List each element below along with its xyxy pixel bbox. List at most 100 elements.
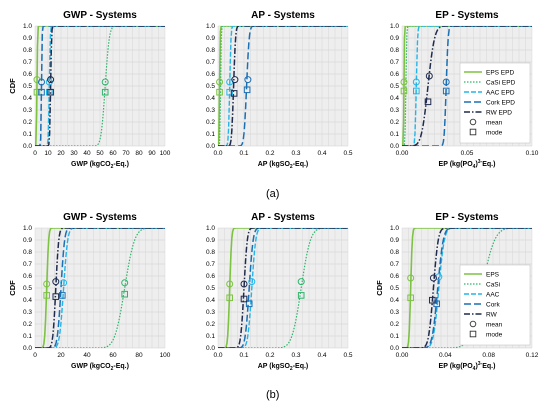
y-tick-label: 0.4: [390, 95, 399, 102]
mode-marker-cork: [243, 86, 251, 94]
mean-marker-rw: [47, 76, 55, 84]
x-axis-label: AP (kgSO2-Eq.): [258, 161, 309, 170]
legend-label-eps: EPS: [486, 272, 500, 279]
caption-a: (a): [266, 188, 280, 200]
y-tick-label: 0.0: [390, 345, 399, 352]
y-tick-label: 0.9: [23, 35, 32, 42]
x-tick-label: 0.00: [396, 352, 409, 359]
mean-marker-cork: [244, 76, 252, 84]
mean-marker-casi: [101, 78, 109, 86]
x-tick-label: 40: [83, 352, 91, 359]
y-tick-label: 0.2: [206, 119, 215, 126]
y-tick-label: 1.0: [23, 23, 32, 30]
y-tick-label: 0.3: [23, 107, 32, 114]
series-line-rw: [218, 228, 348, 348]
legend-mean-marker: [469, 118, 477, 126]
y-tick-label: 0.2: [206, 321, 215, 328]
chart-panel-3: EP - Systems 0.0 0.1 0.2 0.3 0.4 0.5 0.6 0.7 0.8 0…: [390, 10, 539, 157]
x-axis-label: GWP (kgCO2-Eq.): [71, 363, 129, 372]
x-tick-label: 0.1: [239, 352, 248, 359]
caption-b: (b): [266, 389, 280, 401]
y-tick-label: 0.1: [206, 131, 215, 138]
chart-title: AP - Systems: [251, 10, 315, 21]
mean-marker-eps: [407, 274, 415, 282]
y-tick-label: 0.2: [390, 119, 399, 126]
y-tick-label: 0.2: [23, 119, 32, 126]
mode-marker-eps: [216, 88, 223, 96]
mean-marker-eps: [400, 78, 408, 86]
legend-label-cork: Cork EPD: [486, 100, 515, 107]
y-tick-label: 0.9: [390, 237, 399, 244]
x-tick-label: 0.00: [396, 150, 409, 157]
y-tick-label: 0.0: [23, 345, 32, 352]
series-line-cork: [35, 228, 165, 348]
y-tick-label: 0.1: [206, 333, 215, 340]
x-axis-label: GWP (kgCO2-Eq.): [71, 161, 129, 170]
chart-title: EP - Systems: [435, 10, 499, 21]
legend-label-rw: RW EPD: [486, 110, 512, 117]
mean-marker-casi: [121, 279, 129, 287]
x-tick-label: 30: [70, 150, 78, 157]
y-tick-label: 0.8: [390, 249, 399, 256]
mode-marker-rw: [230, 90, 238, 97]
mode-marker-rw: [47, 88, 54, 96]
mean-marker-rw: [231, 76, 239, 84]
x-tick-label: 0.0: [213, 150, 222, 157]
mode-marker-rw: [429, 296, 436, 304]
mean-marker-aac: [248, 278, 256, 286]
mean-marker-rw: [240, 280, 248, 288]
mode-marker-cork: [59, 292, 66, 299]
series-line-rw: [35, 228, 165, 348]
y-tick-label: 0.3: [206, 309, 215, 316]
x-tick-label: 100: [160, 352, 171, 359]
legend-label-cork: Cork: [486, 302, 500, 309]
y-axis-label: CDF: [375, 280, 384, 296]
x-tick-label: 70: [122, 150, 130, 157]
mode-marker-cork: [442, 87, 450, 95]
chart-panel-4: GWP - Systems 0.0 0.1 0.2 0.3 0.4 0.5 0.6 0.7 0.8…: [8, 212, 171, 359]
x-tick-label: 90: [148, 150, 156, 157]
y-tick-label: 0.6: [23, 71, 32, 78]
mean-marker-cork: [38, 78, 45, 86]
chart-panel-6: EP - Systems 0.0 0.1 0.2 0.3 0.4 0.5 0.6 0.7 0.8 0…: [375, 212, 539, 359]
x-axis-label: EP (kg(PO4)3-Eq.): [439, 361, 496, 372]
x-tick-label: 0.3: [291, 352, 300, 359]
y-tick-label: 0.8: [390, 47, 399, 54]
y-axis-label: CDF: [8, 78, 17, 94]
x-tick-label: 50: [96, 150, 104, 157]
x-tick-label: 0.0: [213, 352, 222, 359]
y-tick-label: 0.2: [390, 321, 399, 328]
y-tick-label: 0.1: [390, 131, 399, 138]
y-tick-label: 0.0: [23, 143, 32, 150]
x-tick-label: 40: [83, 150, 91, 157]
mean-marker-eps: [216, 78, 224, 86]
x-tick-label: 0.08: [482, 352, 495, 359]
x-axis-label: AP (kgSO2-Eq.): [258, 363, 309, 372]
legend: EPS CaSi AAC Cork RW mean mode: [459, 264, 531, 346]
y-tick-label: 0.5: [390, 285, 399, 292]
series-line-cork: [218, 228, 348, 348]
y-tick-label: 0.1: [390, 333, 399, 340]
y-tick-label: 0.2: [23, 321, 32, 328]
legend-mode-marker: [469, 330, 477, 338]
x-tick-label: 0.3: [291, 150, 300, 157]
y-tick-label: 0.9: [390, 35, 399, 42]
chart-title: EP - Systems: [435, 212, 499, 223]
mode-marker-cork: [433, 300, 440, 308]
x-tick-label: 0.5: [343, 352, 352, 359]
y-tick-label: 0.7: [23, 59, 32, 66]
y-tick-label: 0.4: [23, 297, 32, 304]
y-tick-label: 0.5: [206, 83, 215, 90]
mean-marker-eps: [43, 280, 51, 288]
mode-marker-aac: [226, 88, 233, 96]
chart-title: GWP - Systems: [63, 10, 137, 21]
y-tick-label: 0.8: [206, 249, 215, 256]
x-axis-label: EP (kg(PO4)3-Eq.): [439, 159, 496, 170]
legend-label-mode: mode: [486, 130, 503, 137]
x-tick-label: 80: [135, 352, 143, 359]
mean-marker-eps: [226, 280, 234, 288]
legend-label-aac: AAC EPD: [486, 90, 515, 97]
x-tick-label: 60: [109, 150, 117, 157]
x-tick-label: 0: [33, 352, 37, 359]
y-tick-label: 0.1: [23, 131, 32, 138]
